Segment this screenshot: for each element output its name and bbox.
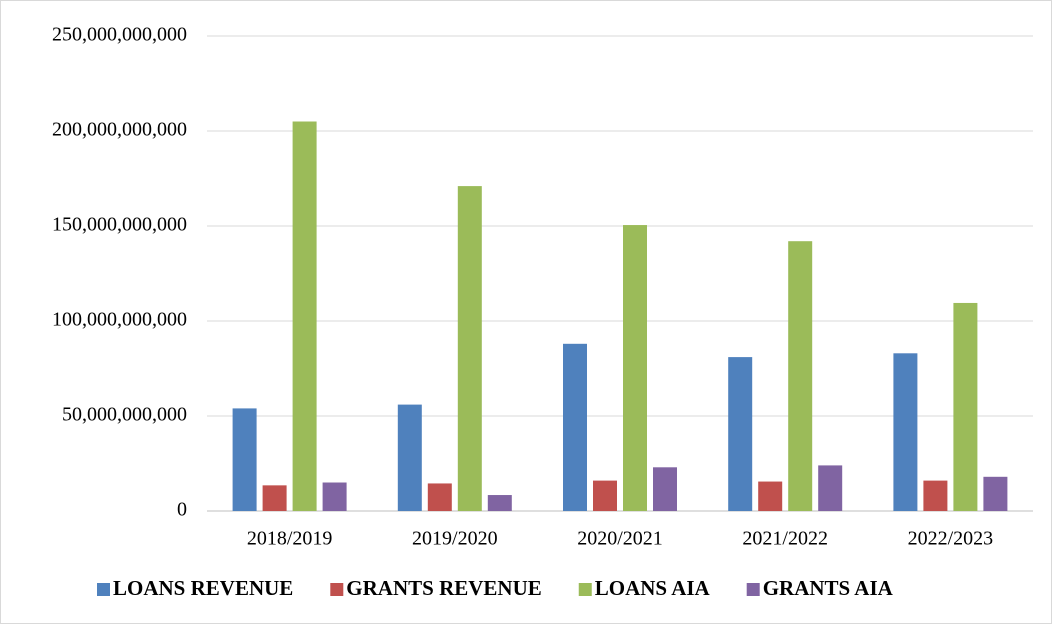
bar — [623, 225, 647, 512]
x-tick-label: 2022/2023 — [908, 528, 994, 550]
bar — [653, 467, 677, 511]
bar — [593, 480, 617, 511]
bar — [322, 482, 347, 511]
y-tick-label: 150,000,000,000 — [52, 214, 187, 236]
y-tick-label: 50,000,000,000 — [62, 404, 187, 426]
bar — [728, 357, 753, 511]
bar — [232, 408, 257, 511]
legend-label: GRANTS REVENUE — [346, 576, 541, 600]
bar — [788, 241, 813, 511]
bar — [487, 495, 512, 511]
bar — [983, 476, 1008, 511]
y-tick-label: 0 — [177, 499, 187, 521]
bar — [262, 485, 287, 511]
bar — [457, 186, 482, 511]
bar — [758, 481, 783, 511]
bar — [563, 343, 587, 511]
legend-swatch — [330, 583, 344, 596]
y-tick-label: 100,000,000,000 — [52, 309, 187, 331]
bar — [953, 302, 978, 511]
bar — [893, 353, 918, 511]
bar — [427, 483, 452, 511]
legend-swatch — [578, 583, 592, 596]
x-tick-label: 2021/2022 — [742, 528, 828, 550]
y-tick-label: 250,000,000,000 — [52, 24, 187, 46]
x-tick-label: 2020/2021 — [577, 528, 663, 550]
y-tick-label: 200,000,000,000 — [52, 119, 187, 141]
x-tick-label: 2019/2020 — [412, 528, 498, 550]
legend-swatch — [746, 583, 760, 596]
legend-label: LOANS AIA — [595, 576, 711, 600]
legend-label: GRANTS AIA — [763, 576, 894, 600]
bar — [923, 480, 948, 511]
bar — [397, 404, 422, 511]
legend-swatch — [97, 583, 110, 596]
x-tick-label: 2018/2019 — [247, 528, 333, 550]
bar — [292, 121, 317, 511]
bar — [818, 465, 843, 511]
legend-label: LOANS REVENUE — [113, 576, 293, 600]
